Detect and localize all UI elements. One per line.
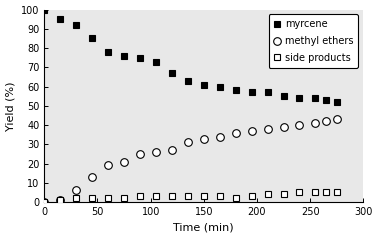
X-axis label: Time (min): Time (min) bbox=[174, 223, 234, 233]
Legend: myrcene, methyl ethers, side products: myrcene, methyl ethers, side products bbox=[268, 15, 358, 68]
Y-axis label: Yield (%): Yield (%) bbox=[6, 81, 15, 130]
